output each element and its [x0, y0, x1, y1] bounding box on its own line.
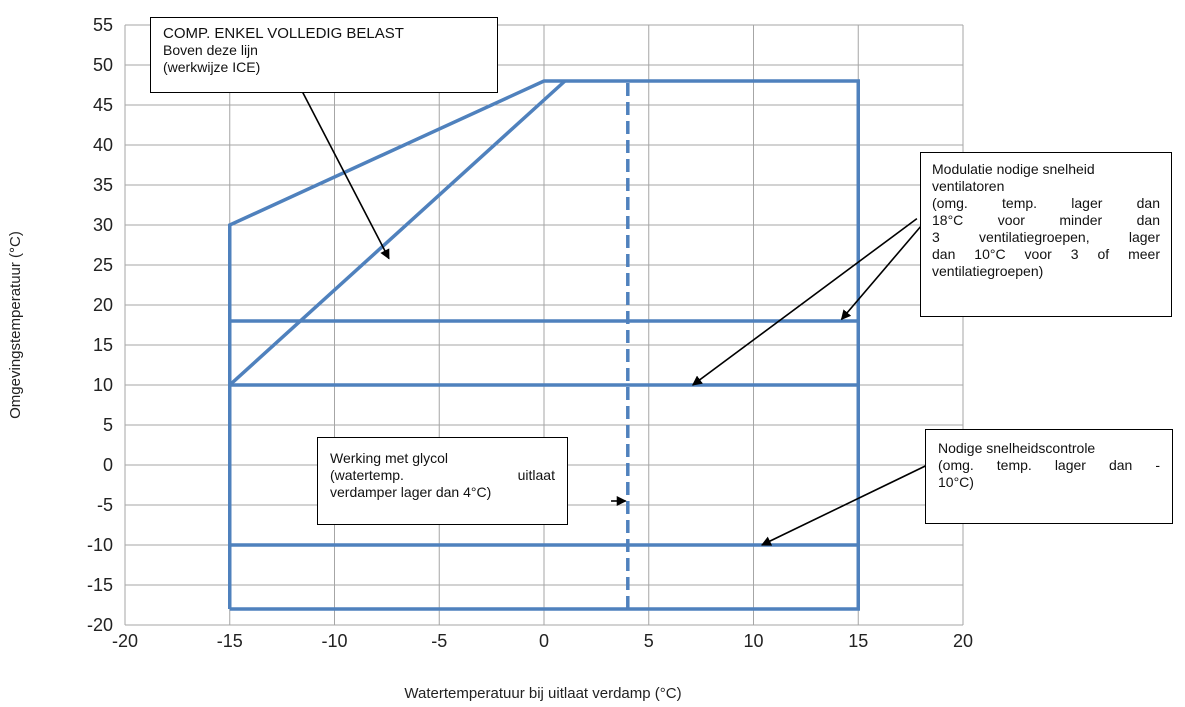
annotation-speed-control: Nodige snelheidscontrole (omg. temp. lag… — [925, 429, 1173, 524]
y-tick-label: 35 — [93, 175, 113, 195]
y-tick-label: -15 — [87, 575, 113, 595]
y-axis-label: Omgevingstemperatuur (°C) — [7, 231, 24, 419]
annotation-arrow — [840, 218, 928, 321]
x-tick-label: -5 — [431, 631, 447, 651]
y-tick-label: 15 — [93, 335, 113, 355]
annotation-arrow — [298, 84, 390, 260]
annotation-glycol-operation: Werking met glycol (watertemp. uitlaat v… — [317, 437, 568, 525]
annotation-compressor-full-load: COMP. ENKEL VOLLEDIG BELAST Boven deze l… — [150, 17, 498, 93]
y-tick-label: -5 — [97, 495, 113, 515]
annotation-line: 18°C voor minder dan — [932, 212, 1160, 228]
y-tick-label: 45 — [93, 95, 113, 115]
annotation-arrow — [691, 217, 918, 386]
y-tick-label: 5 — [103, 415, 113, 435]
annotation-line: verdamper lager dan 4°C) — [330, 484, 492, 500]
annotation-line: dan 10°C voor 3 of meer — [932, 246, 1160, 262]
y-tick-label: -20 — [87, 615, 113, 635]
annotation-line: Nodige snelheidscontrole — [938, 440, 1096, 456]
x-tick-label: -20 — [112, 631, 138, 651]
series-line-0 — [228, 79, 860, 611]
annotation-fan-speed-modulation: Modulatie nodige snelheid ventilatoren (… — [920, 152, 1172, 317]
grid — [124, 24, 964, 626]
annotation-line: (werkwijze ICE) — [163, 59, 261, 75]
annotation-arrows — [298, 84, 928, 546]
annotation-line: Modulatie nodige snelheid — [932, 161, 1095, 177]
x-tick-label: 15 — [848, 631, 868, 651]
x-tick-label: 0 — [539, 631, 549, 651]
series-group — [228, 79, 860, 611]
annotation-line: COMP. ENKEL VOLLEDIG BELAST — [163, 25, 404, 42]
annotation-line: Werking met glycol — [330, 450, 449, 466]
annotation-line: ventilatiegroepen) — [932, 263, 1044, 279]
x-axis-label: Watertemperatuur bij uitlaat verdamp (°C… — [404, 685, 681, 702]
y-tick-label: 40 — [93, 135, 113, 155]
annotation-line: (omg. temp. lager dan - — [938, 457, 1160, 473]
y-tick-label: 50 — [93, 55, 113, 75]
annotation-line: 3 ventilatiegroepen, lager — [932, 229, 1160, 245]
x-tick-label: 5 — [644, 631, 654, 651]
y-tick-label: 55 — [93, 15, 113, 35]
annotation-line: ventilatoren — [932, 178, 1005, 194]
annotation-line: Boven deze lijn — [163, 42, 258, 58]
annotation-line: (omg. temp. lager dan — [932, 195, 1160, 211]
x-tick-label: -10 — [321, 631, 347, 651]
annotation-line: 10°C) — [938, 474, 974, 490]
x-tick-label: 10 — [743, 631, 763, 651]
y-tick-label: 0 — [103, 455, 113, 475]
annotation-line: (watertemp. uitlaat — [330, 467, 555, 483]
x-tick-label: -15 — [217, 631, 243, 651]
annotation-arrow — [760, 464, 928, 546]
y-tick-label: -10 — [87, 535, 113, 555]
y-tick-label: 25 — [93, 255, 113, 275]
y-tick-label: 20 — [93, 295, 113, 315]
x-tick-label: 20 — [953, 631, 973, 651]
series-line-1 — [228, 79, 567, 387]
y-tick-label: 10 — [93, 375, 113, 395]
y-tick-label: 30 — [93, 215, 113, 235]
